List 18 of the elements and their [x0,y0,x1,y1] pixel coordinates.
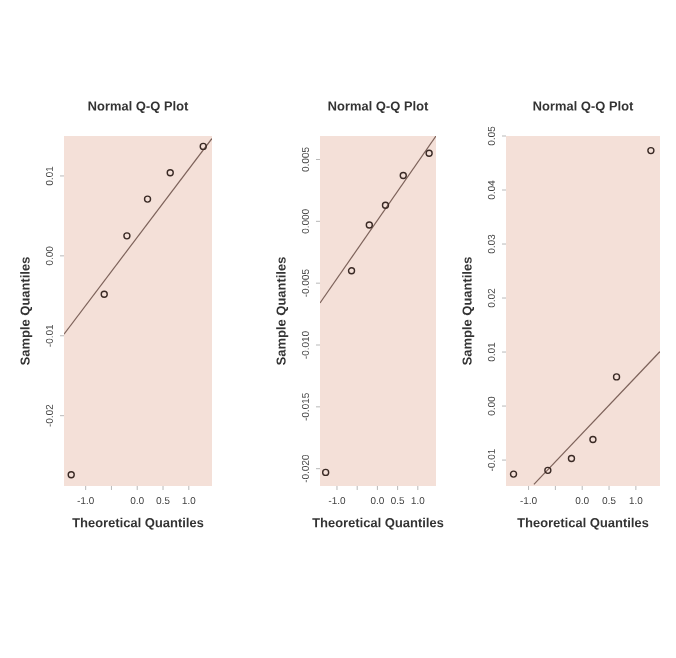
point [589,435,597,444]
point [399,171,407,180]
point [143,195,152,203]
point [381,201,390,209]
point [321,468,330,477]
point [67,471,75,479]
point [612,373,621,381]
point [123,232,131,240]
point [100,290,108,298]
point [347,267,356,275]
point [567,454,576,463]
point [509,470,518,478]
point [425,149,433,157]
point [365,221,374,229]
point [199,142,207,151]
point [166,169,174,177]
point [647,146,655,155]
point [544,466,552,475]
